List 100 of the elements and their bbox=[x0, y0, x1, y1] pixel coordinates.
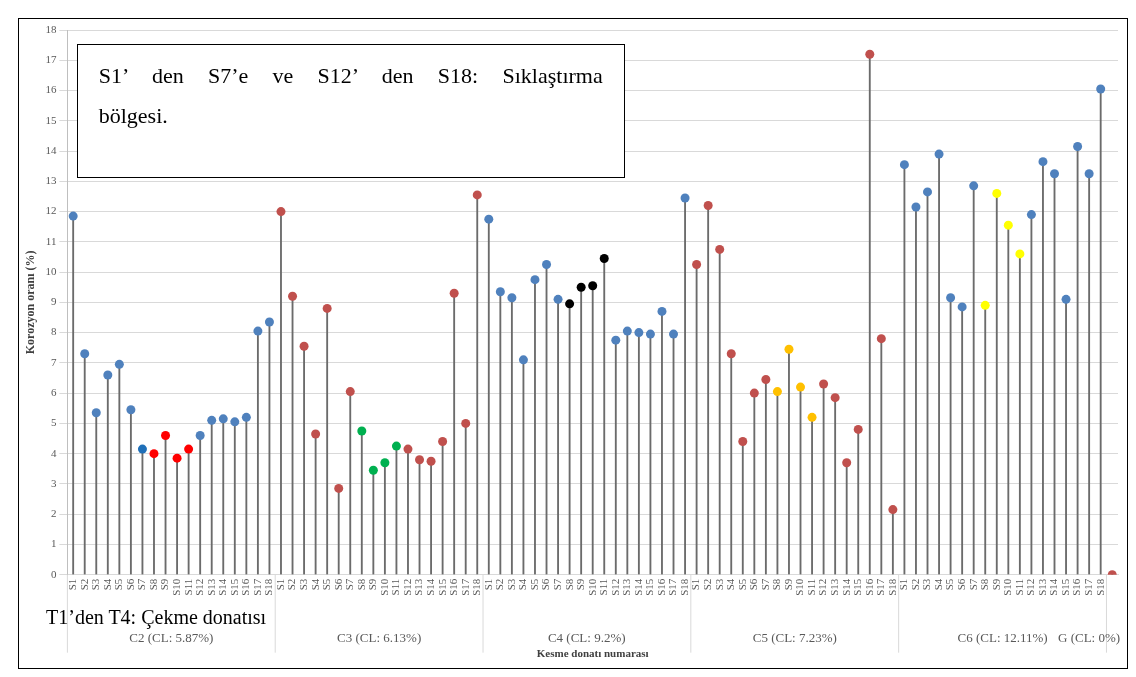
x-tick-label: S16 bbox=[862, 578, 875, 596]
x-tick-label: S15 bbox=[1058, 578, 1071, 596]
x-tick-label: S6 bbox=[123, 578, 136, 591]
x-tick-label: S4 bbox=[100, 578, 113, 591]
x-tick-label: S11 bbox=[1012, 578, 1025, 596]
y-tick-label: 14 bbox=[45, 143, 57, 156]
x-tick-label: S10 bbox=[169, 578, 182, 596]
x-tick-label: S18 bbox=[677, 578, 690, 596]
y-tick-label: 5 bbox=[50, 416, 57, 429]
x-tick-label: S5 bbox=[527, 578, 540, 591]
text: C4 (CL: 9.2%) bbox=[547, 629, 626, 646]
x-tick-label: S18 bbox=[1093, 578, 1106, 596]
x-tick-label: S3 bbox=[920, 578, 933, 591]
y-tick-label: 17 bbox=[45, 53, 57, 66]
y-tick-label: 7 bbox=[50, 355, 57, 368]
x-tick-label: S3 bbox=[504, 578, 517, 591]
x-tick-label: S1 bbox=[273, 578, 286, 591]
text: G (CL: 0%) bbox=[1058, 629, 1121, 646]
x-tick-label: S4 bbox=[931, 578, 944, 591]
x-tick-label: S4 bbox=[516, 578, 529, 591]
x-tick-label: S8 bbox=[770, 578, 783, 591]
x-tick-label: S2 bbox=[285, 578, 298, 591]
text: T1’den T4: Çekme donatısı bbox=[46, 606, 267, 629]
x-tick-label: S16 bbox=[447, 578, 460, 596]
x-tick-label: S17 bbox=[874, 578, 887, 596]
x-tick-label: S12 bbox=[1024, 578, 1037, 596]
x-tick-label: S4 bbox=[724, 578, 737, 591]
x-tick-label: S7 bbox=[550, 578, 563, 591]
x-tick-label: S9 bbox=[158, 578, 171, 591]
y-tick-label: 6 bbox=[50, 386, 57, 399]
x-tick-label: S2 bbox=[908, 578, 921, 591]
x-tick-label: S15 bbox=[435, 578, 448, 596]
x-tick-label: S9 bbox=[574, 578, 587, 591]
x-tick-label: S9 bbox=[989, 578, 1002, 591]
x-axis-title: Kesme donatı numarası bbox=[536, 647, 649, 660]
text: C3 (CL: 6.13%) bbox=[337, 629, 422, 646]
x-tick-label: S9 bbox=[781, 578, 794, 591]
y-tick-label: 10 bbox=[45, 264, 57, 277]
x-tick-label: S14 bbox=[216, 578, 229, 596]
y-tick-label: 13 bbox=[45, 174, 57, 187]
y-tick-label: 9 bbox=[50, 295, 57, 308]
x-tick-label: S13 bbox=[412, 578, 425, 596]
x-tick-label: S9 bbox=[366, 578, 379, 591]
x-tick-label: S1 bbox=[689, 578, 702, 591]
x-tick-label: S5 bbox=[735, 578, 748, 591]
x-tick-label: S3 bbox=[296, 578, 309, 591]
x-tick-label: S17 bbox=[666, 578, 679, 596]
x-tick-label: S16 bbox=[654, 578, 667, 596]
x-tick-label: S16 bbox=[1070, 578, 1083, 596]
y-tick-label: 11 bbox=[45, 234, 57, 247]
x-tick-label: S17 bbox=[250, 578, 263, 596]
x-tick-label: S12 bbox=[816, 578, 829, 596]
x-tick-label: S11 bbox=[804, 578, 817, 596]
x-tick-label: S13 bbox=[620, 578, 633, 596]
x-tick-label: S2 bbox=[493, 578, 506, 591]
x-tick-label: S10 bbox=[585, 578, 598, 596]
y-tick-label: 1 bbox=[50, 537, 57, 550]
x-tick-label: S6 bbox=[539, 578, 552, 591]
x-tick-label: S18 bbox=[262, 578, 275, 596]
x-tick-label: S18 bbox=[470, 578, 483, 596]
x-tick-label: S6 bbox=[955, 578, 968, 591]
x-tick-label: S7 bbox=[966, 578, 979, 591]
x-tick-label: S14 bbox=[631, 578, 644, 596]
x-tick-label: S1 bbox=[897, 578, 910, 591]
y-tick-label: 8 bbox=[50, 325, 57, 338]
y-tick-label: 2 bbox=[50, 507, 57, 520]
x-tick-label: S14 bbox=[423, 578, 436, 596]
text: C2 (CL: 5.87%) bbox=[129, 629, 214, 646]
x-tick-label: S15 bbox=[643, 578, 656, 596]
x-tick-label: S7 bbox=[758, 578, 771, 591]
x-tick-label: S15 bbox=[851, 578, 864, 596]
x-tick-label: S14 bbox=[839, 578, 852, 596]
x-tick-label: S7 bbox=[135, 578, 148, 591]
x-tick-label: S10 bbox=[1001, 578, 1014, 596]
y-tick-label: 16 bbox=[45, 83, 57, 96]
x-tick-label: S7 bbox=[343, 578, 356, 591]
x-tick-label: S12 bbox=[193, 578, 206, 596]
text: C6 (CL: 12.11%) bbox=[957, 629, 1048, 646]
x-tick-label: S12 bbox=[608, 578, 621, 596]
x-tick-label: S13 bbox=[204, 578, 217, 596]
x-tick-label: S17 bbox=[458, 578, 471, 596]
x-tick-label: S8 bbox=[562, 578, 575, 591]
x-tick-label: S10 bbox=[793, 578, 806, 596]
x-tick-label: S13 bbox=[828, 578, 841, 596]
x-tick-label: S2 bbox=[701, 578, 714, 591]
x-tick-label: S3 bbox=[712, 578, 725, 591]
y-tick-label: 15 bbox=[45, 113, 57, 126]
x-tick-label: S3 bbox=[89, 578, 102, 591]
x-tick-label: S1 bbox=[66, 578, 79, 591]
x-tick-label: S6 bbox=[747, 578, 760, 591]
x-tick-label: S6 bbox=[331, 578, 344, 591]
x-tick-label: S12 bbox=[400, 578, 413, 596]
x-tick-label: S5 bbox=[112, 578, 125, 591]
x-tick-label: S5 bbox=[943, 578, 956, 591]
y-tick-label: 0 bbox=[50, 567, 57, 580]
x-tick-label: S4 bbox=[308, 578, 321, 591]
text: C5 (CL: 7.23%) bbox=[752, 629, 837, 646]
y-tick-label: 18 bbox=[45, 22, 57, 35]
x-tick-label: S14 bbox=[1047, 578, 1060, 596]
y-tick-label: 3 bbox=[50, 476, 57, 489]
